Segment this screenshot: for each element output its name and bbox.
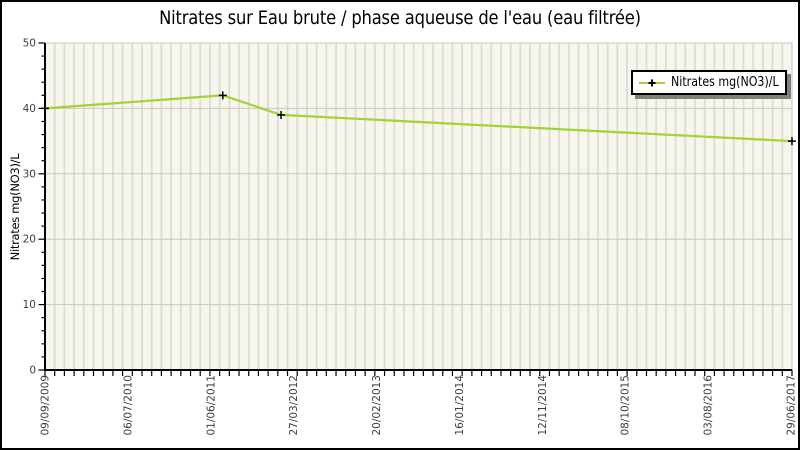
x-tick-label: 29/06/2017 <box>786 375 798 436</box>
legend-line-plus-marker-icon <box>639 81 665 84</box>
legend: Nitrates mg(NO3)/L <box>631 70 787 95</box>
x-tick-label: 27/03/2012 <box>288 375 300 436</box>
y-tick-label: 50 <box>23 38 36 50</box>
x-tick-label: 12/11/2014 <box>537 375 549 436</box>
y-tick-label: 40 <box>23 103 36 115</box>
chart-title: Nitrates sur Eau brute / phase aqueuse d… <box>159 7 641 29</box>
y-tick-label: 10 <box>23 299 36 311</box>
data-point-marker <box>41 104 49 113</box>
legend-label: Nitrates mg(NO3)/L <box>671 75 779 90</box>
plot-background <box>45 43 792 370</box>
x-tick-label: 16/01/2014 <box>454 375 466 436</box>
x-tick-label: 06/07/2010 <box>122 375 134 436</box>
x-tick-label: 20/02/2013 <box>371 375 383 436</box>
y-tick-label: 30 <box>23 168 36 180</box>
data-point-marker <box>788 137 796 146</box>
data-point-marker <box>218 91 227 100</box>
data-line <box>44 94 793 143</box>
y-tick-label: 20 <box>23 234 36 246</box>
x-tick-label: 08/10/2015 <box>620 375 632 436</box>
data-point-marker <box>277 110 286 119</box>
x-tick-label: 03/08/2016 <box>703 375 715 436</box>
y-tick-label: 0 <box>29 365 36 377</box>
x-tick-label: 01/06/2011 <box>205 375 217 436</box>
x-tick-label: 09/09/2009 <box>40 375 52 436</box>
